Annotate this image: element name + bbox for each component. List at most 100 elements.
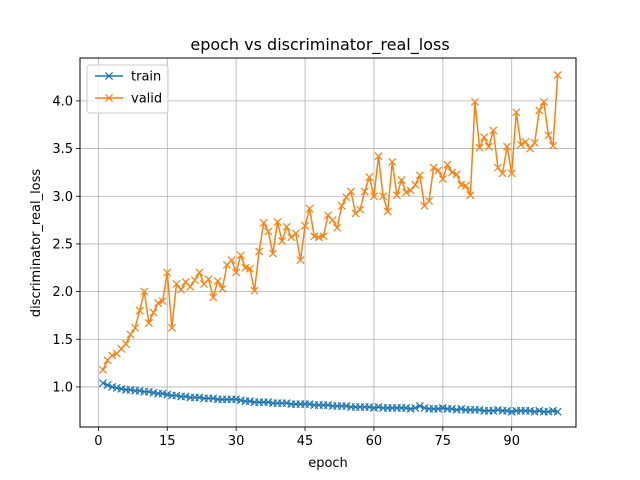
data-point-valid — [374, 152, 383, 161]
data-point-valid — [319, 232, 328, 241]
data-point-valid — [131, 323, 140, 332]
y-tick-label: 1.5 — [52, 333, 73, 348]
data-point-valid — [544, 131, 553, 140]
data-point-valid — [250, 286, 259, 295]
data-point-valid — [121, 340, 130, 349]
data-point-valid — [305, 204, 314, 213]
data-point-valid — [278, 237, 287, 246]
data-point-valid — [466, 191, 475, 200]
data-point-valid — [163, 268, 172, 277]
x-tick-label: 15 — [159, 434, 176, 449]
data-point-valid — [447, 168, 457, 177]
x-tick-label: 0 — [94, 434, 102, 449]
data-point-valid — [236, 251, 245, 260]
data-point-valid — [549, 141, 558, 150]
data-point-valid — [190, 276, 199, 285]
data-point-valid — [167, 323, 176, 332]
data-point-valid — [186, 282, 195, 291]
series-line-train — [102, 382, 558, 413]
data-point-valid — [177, 285, 186, 294]
data-point-valid — [470, 97, 479, 106]
data-point-valid — [379, 192, 388, 201]
data-point-valid — [388, 157, 397, 166]
data-point-valid — [126, 330, 135, 339]
data-point-valid — [443, 160, 452, 169]
data-point-valid — [535, 106, 544, 115]
data-point-valid — [521, 137, 530, 146]
y-tick-label: 1.0 — [52, 380, 73, 395]
x-axis-label: epoch — [308, 456, 348, 471]
data-point-train — [98, 379, 107, 388]
y-tick-label: 3.0 — [52, 190, 73, 205]
data-point-valid — [415, 171, 424, 180]
data-point-valid — [434, 166, 443, 175]
data-point-valid — [264, 227, 273, 236]
data-point-valid — [498, 169, 507, 178]
x-tick-label: 90 — [503, 434, 520, 449]
data-point-valid — [255, 247, 264, 256]
data-point-valid — [172, 279, 181, 289]
legend-label: valid — [131, 92, 162, 107]
data-point-valid — [209, 293, 218, 302]
grid-lines — [80, 58, 576, 427]
data-point-train — [553, 407, 562, 416]
data-point-valid — [333, 223, 342, 232]
data-point-valid — [516, 140, 525, 149]
x-tick-label: 60 — [366, 434, 383, 449]
data-point-valid — [337, 201, 346, 210]
data-point-valid — [512, 108, 521, 117]
series-layer — [98, 71, 562, 416]
data-point-valid — [425, 196, 434, 206]
data-point-valid — [503, 142, 512, 151]
data-point-valid — [480, 133, 489, 142]
series-valid — [98, 71, 562, 374]
data-point-valid — [383, 207, 392, 216]
data-point-valid — [356, 205, 365, 214]
data-point-valid — [98, 365, 107, 374]
data-point-valid — [346, 187, 355, 196]
data-point-valid — [328, 216, 337, 225]
data-point-valid — [553, 71, 562, 80]
legend-marker — [104, 71, 114, 81]
x-tick-label: 45 — [297, 434, 314, 449]
data-point-train — [103, 381, 112, 390]
plot-frame — [79, 57, 577, 428]
data-point-valid — [369, 192, 378, 201]
data-point-valid — [406, 186, 415, 195]
data-point-valid — [365, 173, 374, 182]
chart-title: epoch vs discriminator_real_loss — [190, 35, 449, 55]
data-point-valid — [397, 176, 406, 185]
data-point-valid — [489, 126, 498, 135]
y-tick-label: 3.5 — [52, 142, 73, 157]
data-point-valid — [530, 138, 539, 147]
data-point-valid — [461, 181, 470, 190]
data-point-train — [415, 401, 424, 411]
data-point-valid — [438, 175, 447, 184]
data-point-valid — [158, 297, 167, 306]
legend-marker — [104, 93, 114, 103]
data-point-valid — [484, 142, 493, 151]
data-point-valid — [392, 191, 401, 200]
data-point-valid — [360, 187, 369, 196]
data-point-valid — [429, 163, 438, 172]
data-point-valid — [135, 306, 144, 315]
y-axis-label: discriminator_real_loss — [29, 169, 44, 318]
x-tick-label: 75 — [435, 434, 452, 449]
data-point-valid — [218, 284, 227, 293]
data-point-valid — [245, 264, 254, 273]
data-point-valid — [195, 268, 204, 277]
data-point-valid — [402, 188, 411, 197]
data-point-valid — [507, 169, 516, 178]
data-point-valid — [204, 275, 213, 284]
data-point-valid — [296, 256, 305, 265]
y-tick-label: 2.5 — [52, 237, 73, 252]
legend-label: train — [131, 70, 161, 85]
y-tick-label: 2.0 — [52, 285, 73, 300]
data-point-train — [411, 403, 420, 412]
y-tick-label: 4.0 — [52, 94, 73, 109]
data-point-valid — [154, 299, 163, 308]
data-point-valid — [493, 163, 502, 172]
data-point-valid — [411, 180, 420, 189]
data-point-valid — [452, 170, 461, 179]
